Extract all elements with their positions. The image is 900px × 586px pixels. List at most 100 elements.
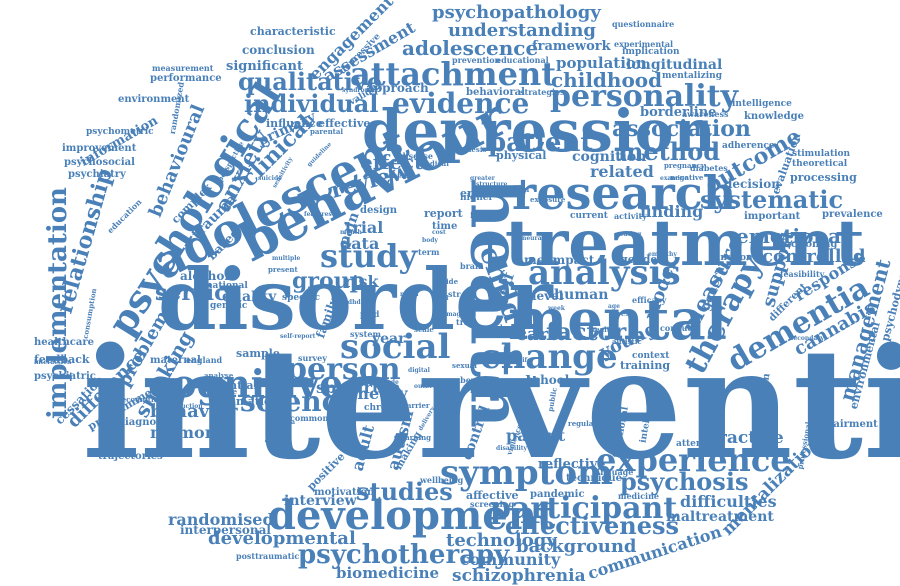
word-population: population: [556, 54, 647, 72]
word-prevalence: prevalence: [822, 209, 883, 220]
word-survey: survey: [298, 353, 327, 363]
word-design: design: [360, 205, 398, 216]
word-depression: depression: [362, 97, 716, 165]
word-care: care: [516, 324, 560, 345]
word-body: body: [422, 237, 438, 244]
word-quality: quality: [222, 289, 277, 305]
word-digital: digital: [408, 367, 430, 374]
word-longitudinal: longitudinal: [626, 57, 723, 73]
word-trait: trait: [456, 317, 476, 327]
word-practice: practice: [706, 428, 784, 448]
word-impairment: impairment: [812, 419, 878, 430]
word-year: year: [372, 331, 406, 347]
word-healthcare: healthcare: [34, 337, 94, 348]
word-features: features: [304, 211, 332, 218]
word-association: association: [612, 116, 751, 142]
word-factor: factor: [546, 317, 627, 346]
word-qualitative: qualitative: [238, 67, 383, 96]
word-social: social: [340, 327, 451, 367]
word-technique: technique: [566, 473, 623, 484]
word-systematic: systematic: [700, 185, 844, 214]
word-feasibility: feasibility: [780, 269, 825, 279]
word-potential: potential: [202, 379, 258, 392]
word-group: group: [292, 268, 366, 294]
word-exposure: exposure: [530, 195, 566, 204]
word-alcohol: alcohol: [180, 269, 229, 283]
word-person: person: [286, 352, 401, 387]
word-symptom: symptom: [440, 453, 614, 493]
word-service: service: [155, 280, 242, 306]
word-barrier: barrier: [402, 401, 430, 410]
word-stress: stress: [610, 309, 634, 318]
word-conclusion: conclusion: [242, 43, 315, 57]
word-personality: personality: [550, 79, 739, 114]
word-imaging: imaging: [444, 311, 472, 318]
word-study: study: [320, 237, 418, 275]
word-disease: disease: [400, 151, 434, 161]
word-result: result: [486, 372, 539, 391]
word-activity: activity: [614, 211, 647, 221]
word-report: report: [424, 207, 463, 220]
word-genetic: genetic: [210, 301, 248, 311]
word-human: human: [554, 287, 609, 303]
word-adherence: adherence: [722, 141, 775, 151]
word-community: community: [460, 550, 561, 569]
word-health2: health: [500, 323, 526, 332]
word-synthesis: synthesis: [450, 145, 487, 154]
word-improvement: improvement: [62, 143, 137, 154]
word-current: current: [570, 211, 608, 221]
word-psychosocial: psychosocial: [64, 157, 135, 168]
word-decision: decision: [724, 177, 780, 191]
word-function: function: [710, 253, 753, 263]
word-analyse: analyse: [204, 371, 234, 380]
word-str: str: [448, 289, 461, 299]
word-disability: disability: [496, 445, 528, 452]
word-knowledge: knowledge: [744, 111, 804, 122]
word-important: important: [744, 211, 801, 222]
word-psychopathology: psychopathology: [432, 2, 601, 23]
word-performance: performance: [150, 73, 222, 84]
word-sexual: sexual: [452, 361, 477, 370]
word-risk: risk: [344, 272, 379, 291]
word-adhd: adhd: [344, 299, 361, 306]
word-present: present: [268, 265, 298, 274]
word-specific: specific: [282, 293, 321, 303]
word-characteristic: characteristic: [250, 25, 336, 38]
word-syndrome: syndrome: [342, 87, 375, 94]
word-evidence: evidence: [392, 87, 530, 120]
word-randomised: randomised: [168, 510, 274, 529]
word-school: school: [526, 373, 570, 387]
word-treatment: treatment: [505, 206, 865, 281]
word-approach: approach: [366, 81, 429, 95]
word-biomedicine: biomedicine: [336, 564, 440, 582]
word-environment: environment: [118, 94, 190, 105]
word-theoretical: theoretical: [792, 159, 848, 169]
word-intervention: intervention: [82, 314, 900, 493]
word-attachment: attachment: [350, 55, 557, 93]
word-measurement: measurement: [152, 63, 214, 73]
word-self-report: self-report: [280, 333, 316, 340]
word-adolescence: adolescence: [402, 36, 539, 60]
word-data: data: [340, 234, 380, 253]
word-ptsd: ptsd: [360, 309, 380, 319]
word-functioning: functioning: [772, 239, 838, 250]
word-psychosis: psychosis: [620, 467, 749, 496]
word-higher: higher: [460, 193, 494, 203]
word-psychiatry: psychiatry: [68, 169, 126, 180]
word-parent: parent: [506, 426, 566, 445]
word-suicide: suicide: [258, 175, 282, 182]
word-parental: parental: [310, 127, 344, 136]
word-affective: affective: [466, 489, 519, 502]
word-negative: negative: [670, 173, 704, 182]
word-eating: eating: [620, 231, 642, 238]
word-recognition: recognition: [118, 395, 164, 404]
word-understanding: understanding: [448, 20, 596, 41]
word-change: change: [480, 337, 618, 377]
word-childhood: childhood: [551, 68, 663, 92]
word-cognition: cognition: [572, 149, 647, 165]
word-screening: screening: [470, 499, 515, 509]
word-effect: effect: [360, 150, 424, 174]
word-domain: domain: [500, 185, 530, 194]
word-diagnosis: diagnosis: [118, 417, 172, 428]
word-attention: attention: [676, 439, 723, 449]
